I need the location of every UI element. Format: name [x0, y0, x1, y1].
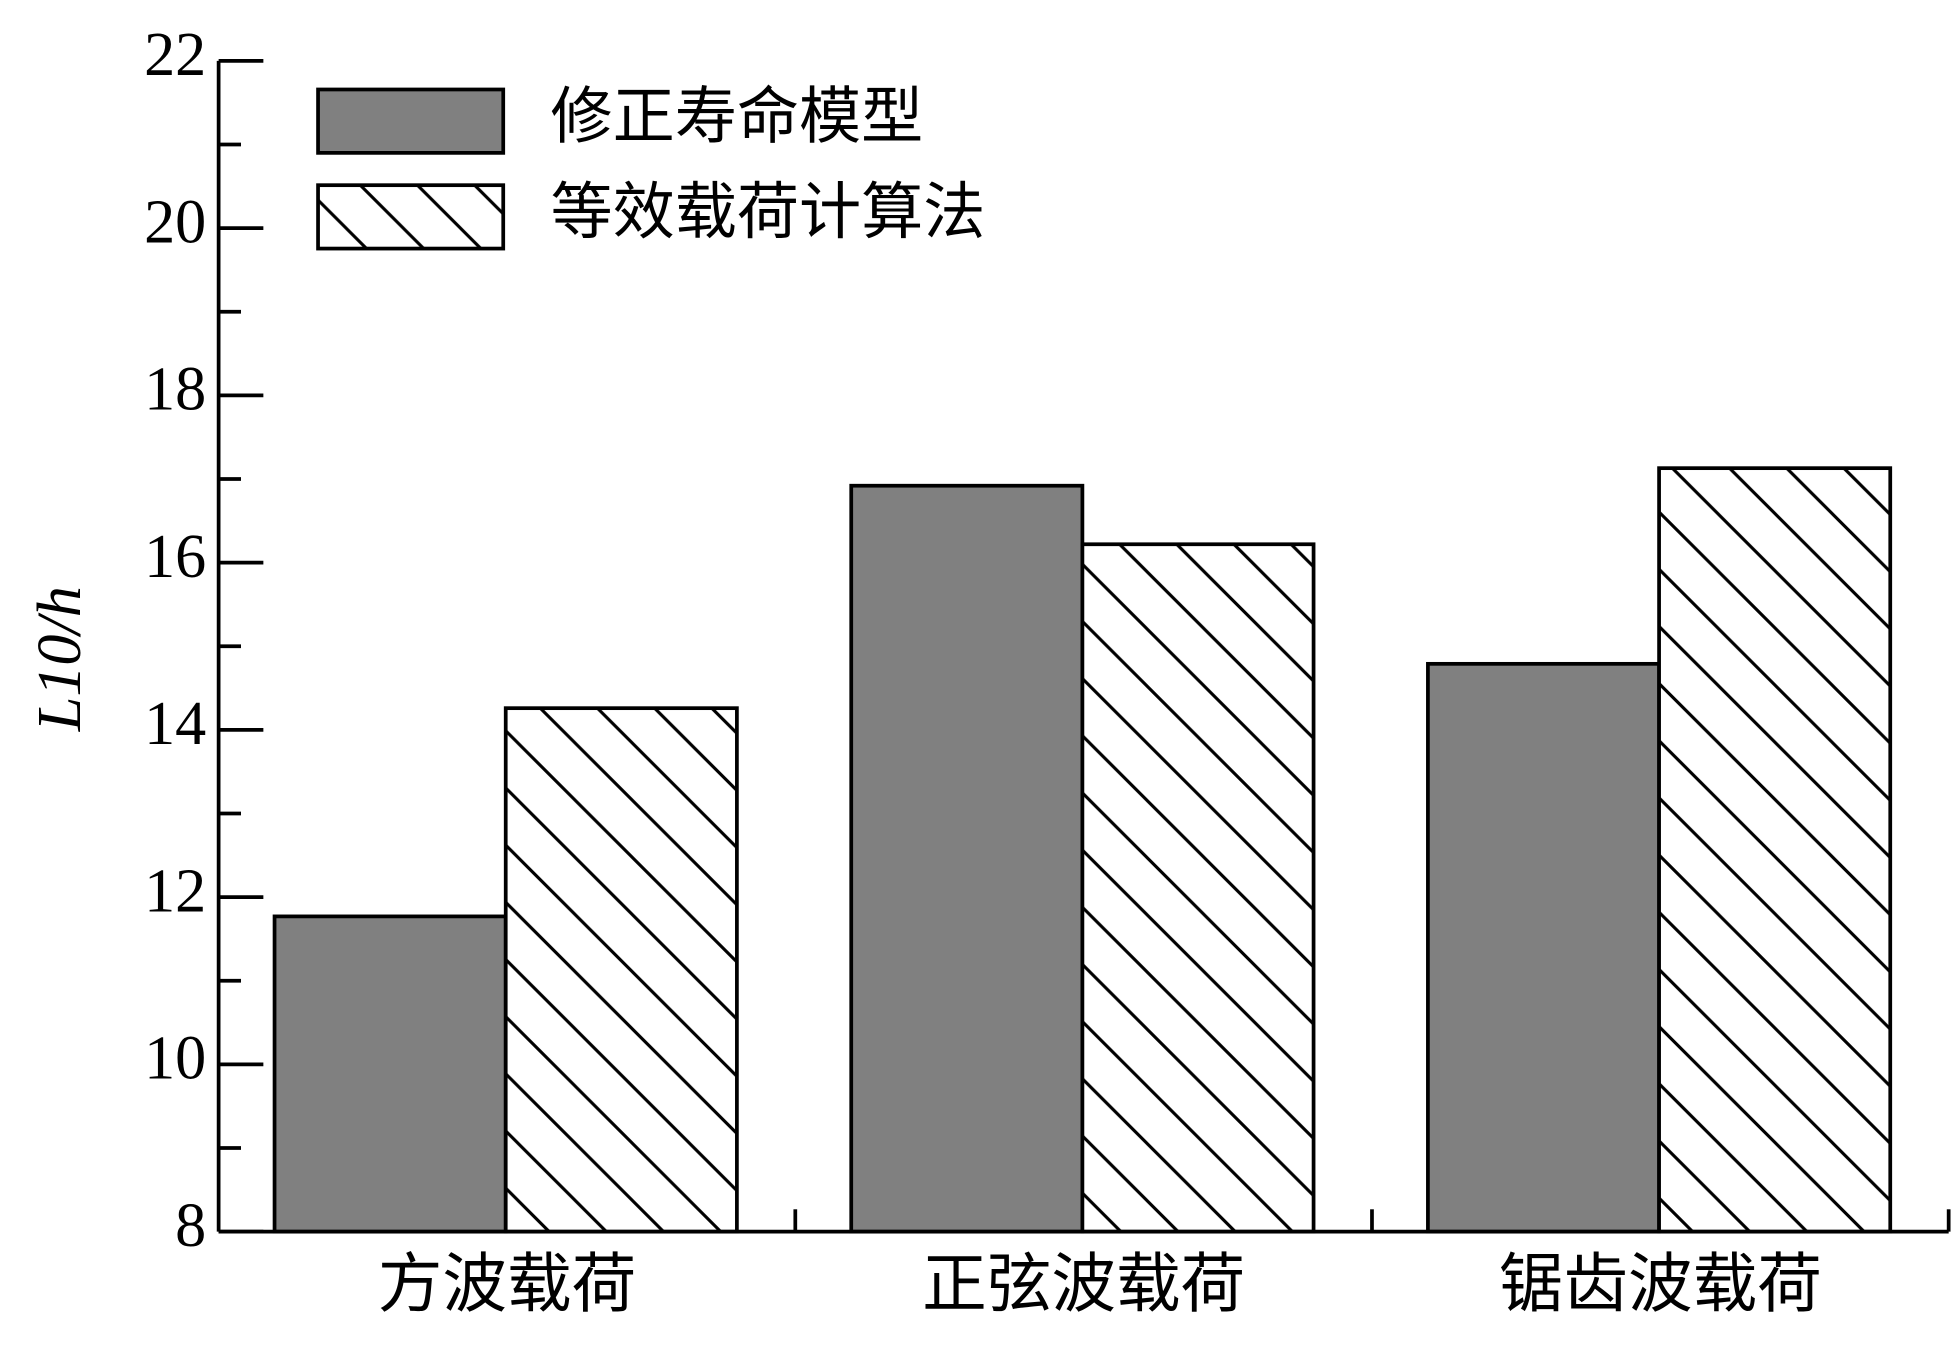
bar: [849, 483, 1085, 1234]
bar: [1657, 466, 1893, 1234]
y-tick-label: 8: [175, 1192, 206, 1260]
x-tick-label: 锯齿波载荷: [1499, 1248, 1822, 1320]
legend-label: 修正寿命模型: [550, 83, 923, 151]
bar: [503, 706, 739, 1234]
legend-swatch: [316, 183, 506, 251]
y-axis-label: L10/h: [26, 586, 94, 732]
bar: [1080, 542, 1316, 1234]
y-tick-label: 18: [144, 356, 206, 424]
x-tick-label: 方波载荷: [378, 1248, 636, 1320]
bar: [1426, 661, 1661, 1234]
legend-swatch: [316, 87, 506, 155]
y-tick-label: 12: [144, 857, 206, 925]
bar: [272, 914, 508, 1234]
y-tick-label: 10: [144, 1025, 206, 1093]
legend-label: 等效载荷计算法: [550, 179, 985, 247]
y-tick-label: 14: [144, 690, 206, 758]
y-tick-label: 16: [144, 523, 206, 591]
y-tick-label: 22: [144, 21, 206, 89]
x-tick-label: 正弦波载荷: [922, 1248, 1245, 1320]
y-tick-label: 20: [144, 188, 206, 256]
